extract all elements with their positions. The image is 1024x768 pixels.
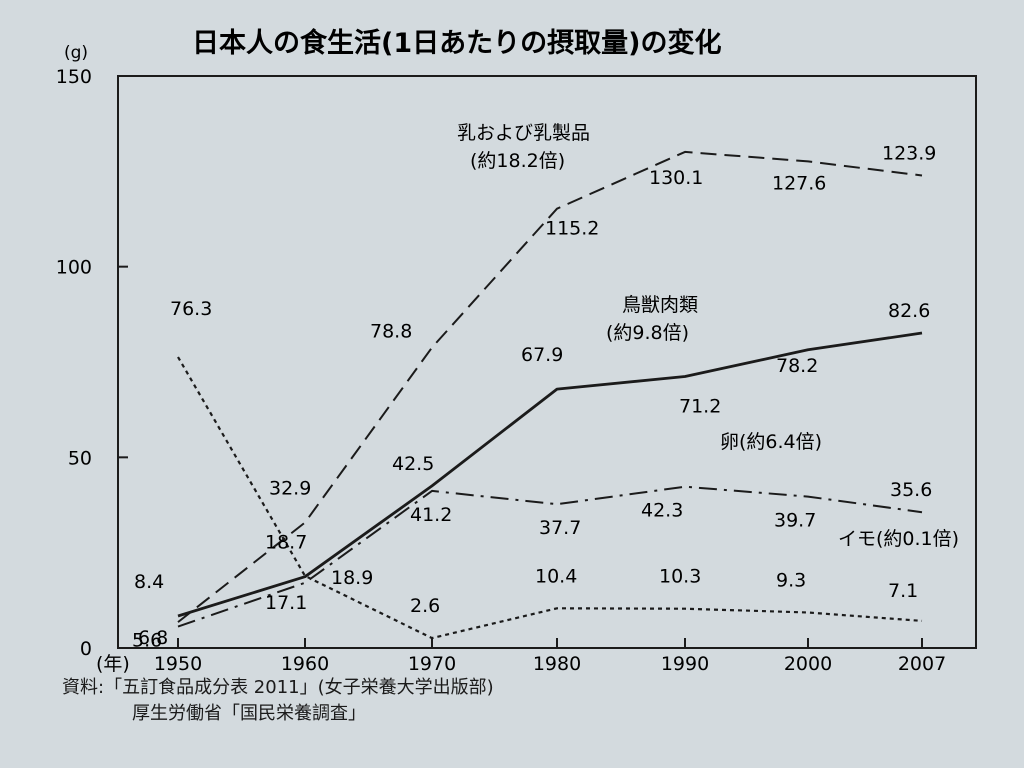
data-label-meat: 67.9	[521, 344, 563, 366]
data-label-potato: 10.3	[659, 566, 701, 588]
source-line-2: 厚生労働省「国民栄養調査」	[132, 703, 366, 724]
data-label-potato: 10.4	[535, 565, 577, 587]
series-line-dairy	[177, 150, 923, 623]
data-label-potato: 2.6	[410, 595, 440, 617]
x-tick-label: 1960	[281, 653, 329, 675]
data-label-egg: 35.6	[890, 479, 932, 501]
x-unit-label: (年)	[96, 653, 130, 675]
data-label-dairy: 115.2	[545, 218, 599, 240]
x-tick-label: 1980	[533, 653, 581, 675]
data-labels: 6.8 32.9 78.8 115.2 130.1 127.6 123.9 8.4 18.7 42…	[132, 143, 936, 652]
chart-title: 日本人の食生活(1日あたりの摂取量)の変化	[192, 27, 721, 59]
y-tick-label: 150	[56, 66, 92, 88]
data-label-meat: 71.2	[679, 395, 721, 417]
data-label-potato: 9.3	[776, 570, 806, 592]
series-name-potato: イモ(約0.1倍)	[838, 528, 959, 550]
data-label-egg: 5.6	[132, 630, 162, 652]
data-label-meat: 18.7	[265, 532, 307, 554]
data-label-meat: 42.5	[392, 453, 434, 475]
data-label-dairy: 123.9	[882, 143, 936, 165]
x-tick-label: 2007	[898, 653, 946, 675]
data-label-dairy: 32.9	[269, 478, 311, 500]
x-tick-label: 2000	[784, 653, 832, 675]
series-name-meat: 鳥獣肉類	[622, 294, 698, 316]
data-label-egg: 17.1	[265, 592, 307, 614]
series-line-potato	[177, 356, 923, 640]
data-label-dairy: 127.6	[772, 172, 826, 194]
data-label-dairy: 130.1	[649, 167, 703, 189]
series-line-meat	[177, 331, 923, 618]
line-chart: 日本人の食生活(1日あたりの摂取量)の変化 (g) (年) 050100150 …	[56, 27, 977, 675]
series-name-dairy: 乳および乳製品	[457, 122, 590, 144]
data-label-potato: 76.3	[170, 298, 212, 320]
y-axis-ticks: 0 50 100 150	[56, 66, 128, 660]
series-lines	[177, 150, 923, 640]
data-label-dairy: 78.8	[370, 321, 412, 343]
x-tick-label: 1990	[661, 653, 709, 675]
series-name-egg: 卵(約6.4倍)	[720, 431, 822, 453]
source-line-1: 資料:「五訂食品成分表 2011」(女子栄養大学出版部)	[62, 677, 494, 698]
series-line-egg	[177, 485, 923, 628]
data-label-potato: 18.9	[331, 567, 373, 589]
data-label-egg: 42.3	[641, 500, 683, 522]
data-label-potato: 7.1	[888, 580, 918, 602]
plot-frame	[117, 75, 977, 649]
series-names: 乳および乳製品 (約18.2倍) 鳥獣肉類 (約9.8倍) 卵(約6.4倍) イモ(約0.…	[457, 122, 959, 550]
x-tick-label: 1970	[408, 653, 456, 675]
data-label-meat: 78.2	[776, 355, 818, 377]
y-tick-label: 100	[56, 257, 92, 279]
y-tick-label: 50	[68, 447, 92, 469]
x-axis-ticks: 1950 1960 1970 1980 1990 2000 2007	[154, 638, 946, 675]
series-ratio-meat: (約9.8倍)	[606, 322, 689, 344]
x-tick-label: 1950	[154, 653, 202, 675]
data-label-egg: 41.2	[410, 504, 452, 526]
data-label-egg: 37.7	[539, 517, 581, 539]
y-tick-label: 0	[80, 638, 92, 660]
series-ratio-dairy: (約18.2倍)	[470, 150, 565, 172]
data-label-dairy: 6.8	[138, 627, 168, 649]
data-label-meat: 82.6	[888, 300, 930, 322]
data-label-egg: 39.7	[774, 510, 816, 532]
data-label-meat: 8.4	[134, 571, 164, 593]
y-unit-label: (g)	[64, 43, 88, 63]
